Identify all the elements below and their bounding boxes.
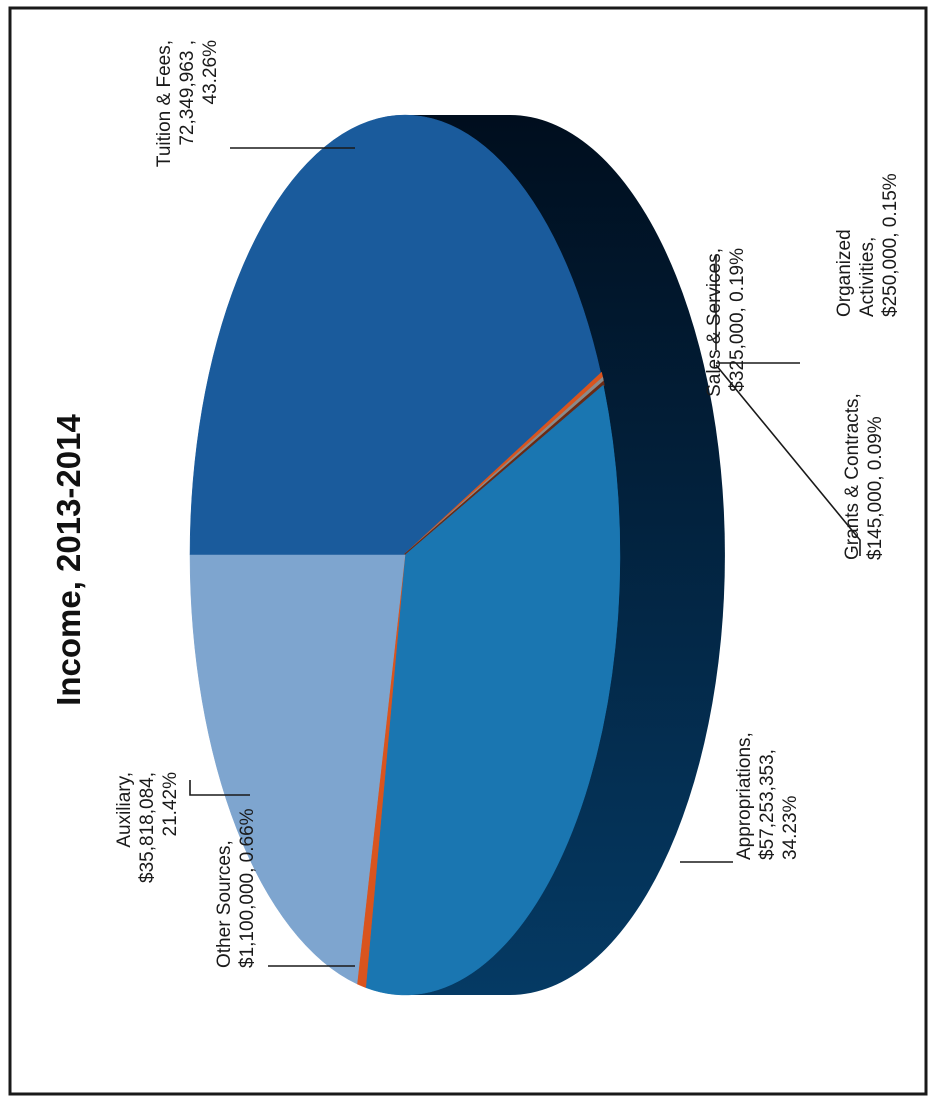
label-line: $250,000, 0.15% [880,173,901,317]
label-line: $35,818,084, [137,772,158,883]
label-line: Other Sources, [214,840,235,968]
slice-auxiliary [189,554,406,985]
slice-tuition-fees [189,114,602,556]
label-line: Auxiliary, [114,772,135,848]
label-line: $1,100,000, 0.66% [237,808,258,968]
label-line: 21.42% [160,772,181,837]
label-line: 72,349,963 , [177,40,198,146]
label-tuition-fees: Tuition & Fees, 72,349,963 , 43.26% [154,40,221,167]
label-line: Tuition & Fees, [154,40,175,167]
label-line: Sales & Services, [704,248,725,397]
leader-auxiliary [189,780,250,796]
label-line: Organized [834,229,855,317]
label-line: Grants & Contracts, [842,393,863,560]
label-line: $57,253,353, [757,749,778,860]
label-line: $325,000, 0.19% [727,248,748,392]
pie-slices [189,114,621,996]
chart-title: Income, 2013-2014 [50,414,87,706]
leader-lines [189,147,861,967]
slice-labels: Tuition & Fees, 72,349,963 , 43.26% Sales &… [114,40,901,968]
label-auxiliary: Auxiliary, $35,818,084, 21.42% [114,772,181,883]
label-organized-activities: Organized Activities, $250,000, 0.15% [834,173,901,317]
label-sales-services: Sales & Services, $325,000, 0.19% [704,248,748,397]
label-line: Activities, [857,237,878,317]
label-grants-contracts: Grants & Contracts, $145,000, 0.09% [842,393,886,560]
label-appropriations: Appropriations, $57,253,353, 34.23% [734,732,801,860]
label-line: 34.23% [780,795,801,860]
label-line: $145,000, 0.09% [865,416,886,560]
leader-grants [715,364,861,556]
slice-appropriations [365,384,621,996]
label-line: 43.26% [200,40,221,105]
label-line: Appropriations, [734,732,755,860]
label-other-sources: Other Sources, $1,100,000, 0.66% [214,808,258,968]
